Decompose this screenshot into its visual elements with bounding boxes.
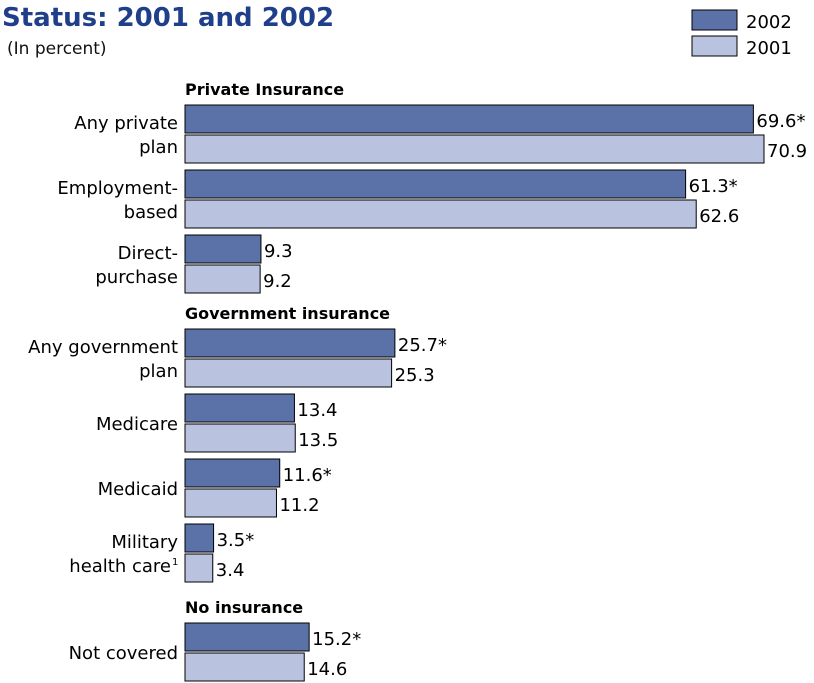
category-label: Any private bbox=[74, 113, 178, 134]
bar-2002 bbox=[184, 169, 687, 199]
bar-2001 bbox=[184, 652, 305, 682]
legend-label-2002: 2002 bbox=[746, 12, 792, 33]
data-label: 13.5 bbox=[298, 430, 338, 451]
section-heading: Private Insurance bbox=[185, 80, 344, 99]
plot-area: Private Insurance 69.6* 70.9 Any private pla… bbox=[28, 80, 807, 682]
data-label: 14.6 bbox=[307, 659, 347, 680]
category-label: Medicare bbox=[96, 414, 178, 435]
bar-2001 bbox=[184, 553, 214, 583]
bar-2002 bbox=[184, 104, 754, 134]
category-label: based bbox=[124, 202, 178, 223]
data-label: 69.6* bbox=[756, 111, 805, 132]
category-label: plan bbox=[139, 361, 178, 382]
bar-2002 bbox=[184, 458, 281, 488]
category-label: plan bbox=[139, 137, 178, 158]
section-heading: Government insurance bbox=[185, 304, 390, 323]
data-label: 9.2 bbox=[263, 271, 292, 292]
data-label: 70.9 bbox=[767, 141, 807, 162]
category-label: Military bbox=[111, 532, 178, 553]
bar-2001 bbox=[184, 358, 393, 388]
data-label: 11.2 bbox=[279, 495, 319, 516]
bar-2002 bbox=[184, 523, 215, 553]
category-label: Not covered bbox=[69, 643, 178, 664]
category-label: health care bbox=[69, 556, 171, 577]
chart-subtitle: (In percent) bbox=[7, 39, 107, 59]
category-label: Employment- bbox=[57, 178, 178, 199]
legend-label-2001: 2001 bbox=[746, 38, 792, 59]
legend-swatch-2002 bbox=[691, 9, 738, 31]
bar-2001 bbox=[184, 264, 261, 294]
bar-2002 bbox=[184, 622, 310, 652]
data-label: 15.2* bbox=[312, 629, 361, 650]
legend: 2002 2001 bbox=[691, 9, 792, 59]
data-label: 25.7* bbox=[398, 335, 447, 356]
data-label: 9.3 bbox=[264, 241, 293, 262]
legend-swatch-2001 bbox=[691, 35, 738, 57]
category-label: Direct- bbox=[118, 243, 178, 264]
data-label: 3.5* bbox=[217, 530, 255, 551]
data-label: 3.4 bbox=[216, 560, 245, 581]
bar-2001 bbox=[184, 134, 765, 164]
data-label: 61.3* bbox=[689, 176, 738, 197]
chart-title: Status: 2001 and 2002 bbox=[2, 3, 334, 33]
data-label: 25.3 bbox=[395, 365, 435, 386]
category-label: Medicaid bbox=[98, 479, 178, 500]
bar-2001 bbox=[184, 488, 277, 518]
category-label: Any government bbox=[28, 337, 178, 358]
category-label: purchase bbox=[95, 267, 178, 288]
section-heading: No insurance bbox=[185, 598, 303, 617]
bar-2002 bbox=[184, 234, 262, 264]
bar-2001 bbox=[184, 423, 296, 453]
bar-2002 bbox=[184, 328, 396, 358]
bar-2002 bbox=[184, 393, 295, 423]
data-label: 11.6* bbox=[283, 465, 332, 486]
footnote-marker: 1 bbox=[172, 557, 178, 568]
bar-2001 bbox=[184, 199, 697, 229]
data-label: 13.4 bbox=[297, 400, 337, 421]
data-label: 62.6 bbox=[699, 206, 739, 227]
